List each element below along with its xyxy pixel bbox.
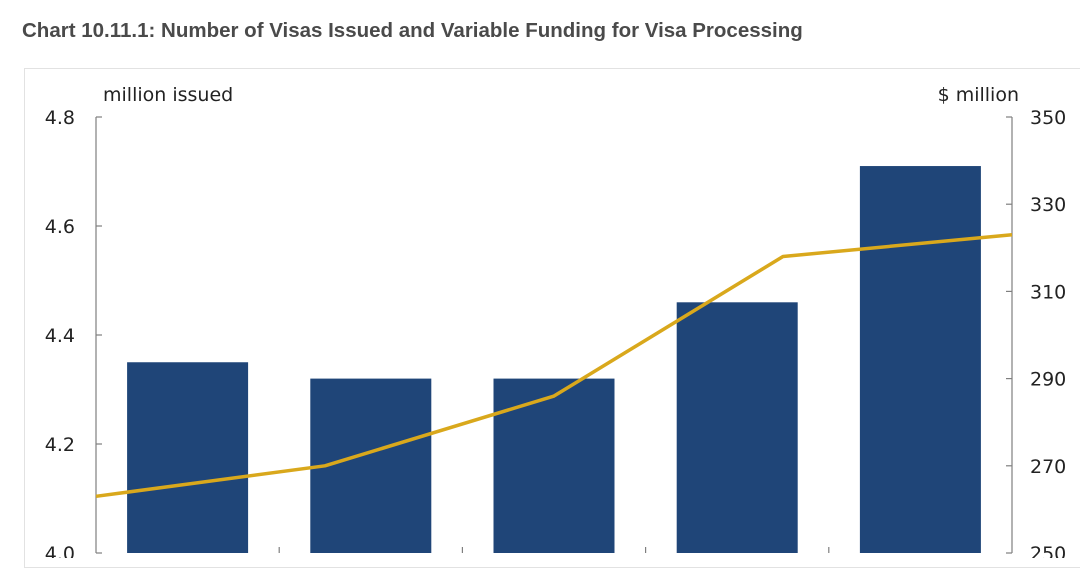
left-tick-label: 4.4 (45, 325, 75, 347)
right-tick-label: 290 (1030, 369, 1066, 391)
right-tick-label: 250 (1030, 543, 1066, 558)
left-axis-label: million issued (103, 84, 233, 106)
bar (127, 362, 249, 553)
left-tick-label: 4.6 (45, 216, 75, 238)
funding-line (95, 232, 1013, 499)
right-tick-label: 270 (1030, 456, 1066, 478)
bar (493, 378, 615, 553)
right-tick-label: 350 (1030, 107, 1066, 129)
right-tick-label: 310 (1030, 281, 1066, 303)
left-tick-label: 4.0 (45, 543, 75, 558)
right-axis-label: $ million (938, 84, 1019, 106)
left-tick-label: 4.2 (45, 434, 75, 456)
left-tick-label: 4.8 (45, 107, 75, 129)
bar (676, 302, 798, 553)
right-tick-label: 330 (1030, 194, 1066, 216)
chart-title: Chart 10.11.1: Number of Visas Issued an… (22, 19, 803, 42)
bar (859, 166, 981, 554)
